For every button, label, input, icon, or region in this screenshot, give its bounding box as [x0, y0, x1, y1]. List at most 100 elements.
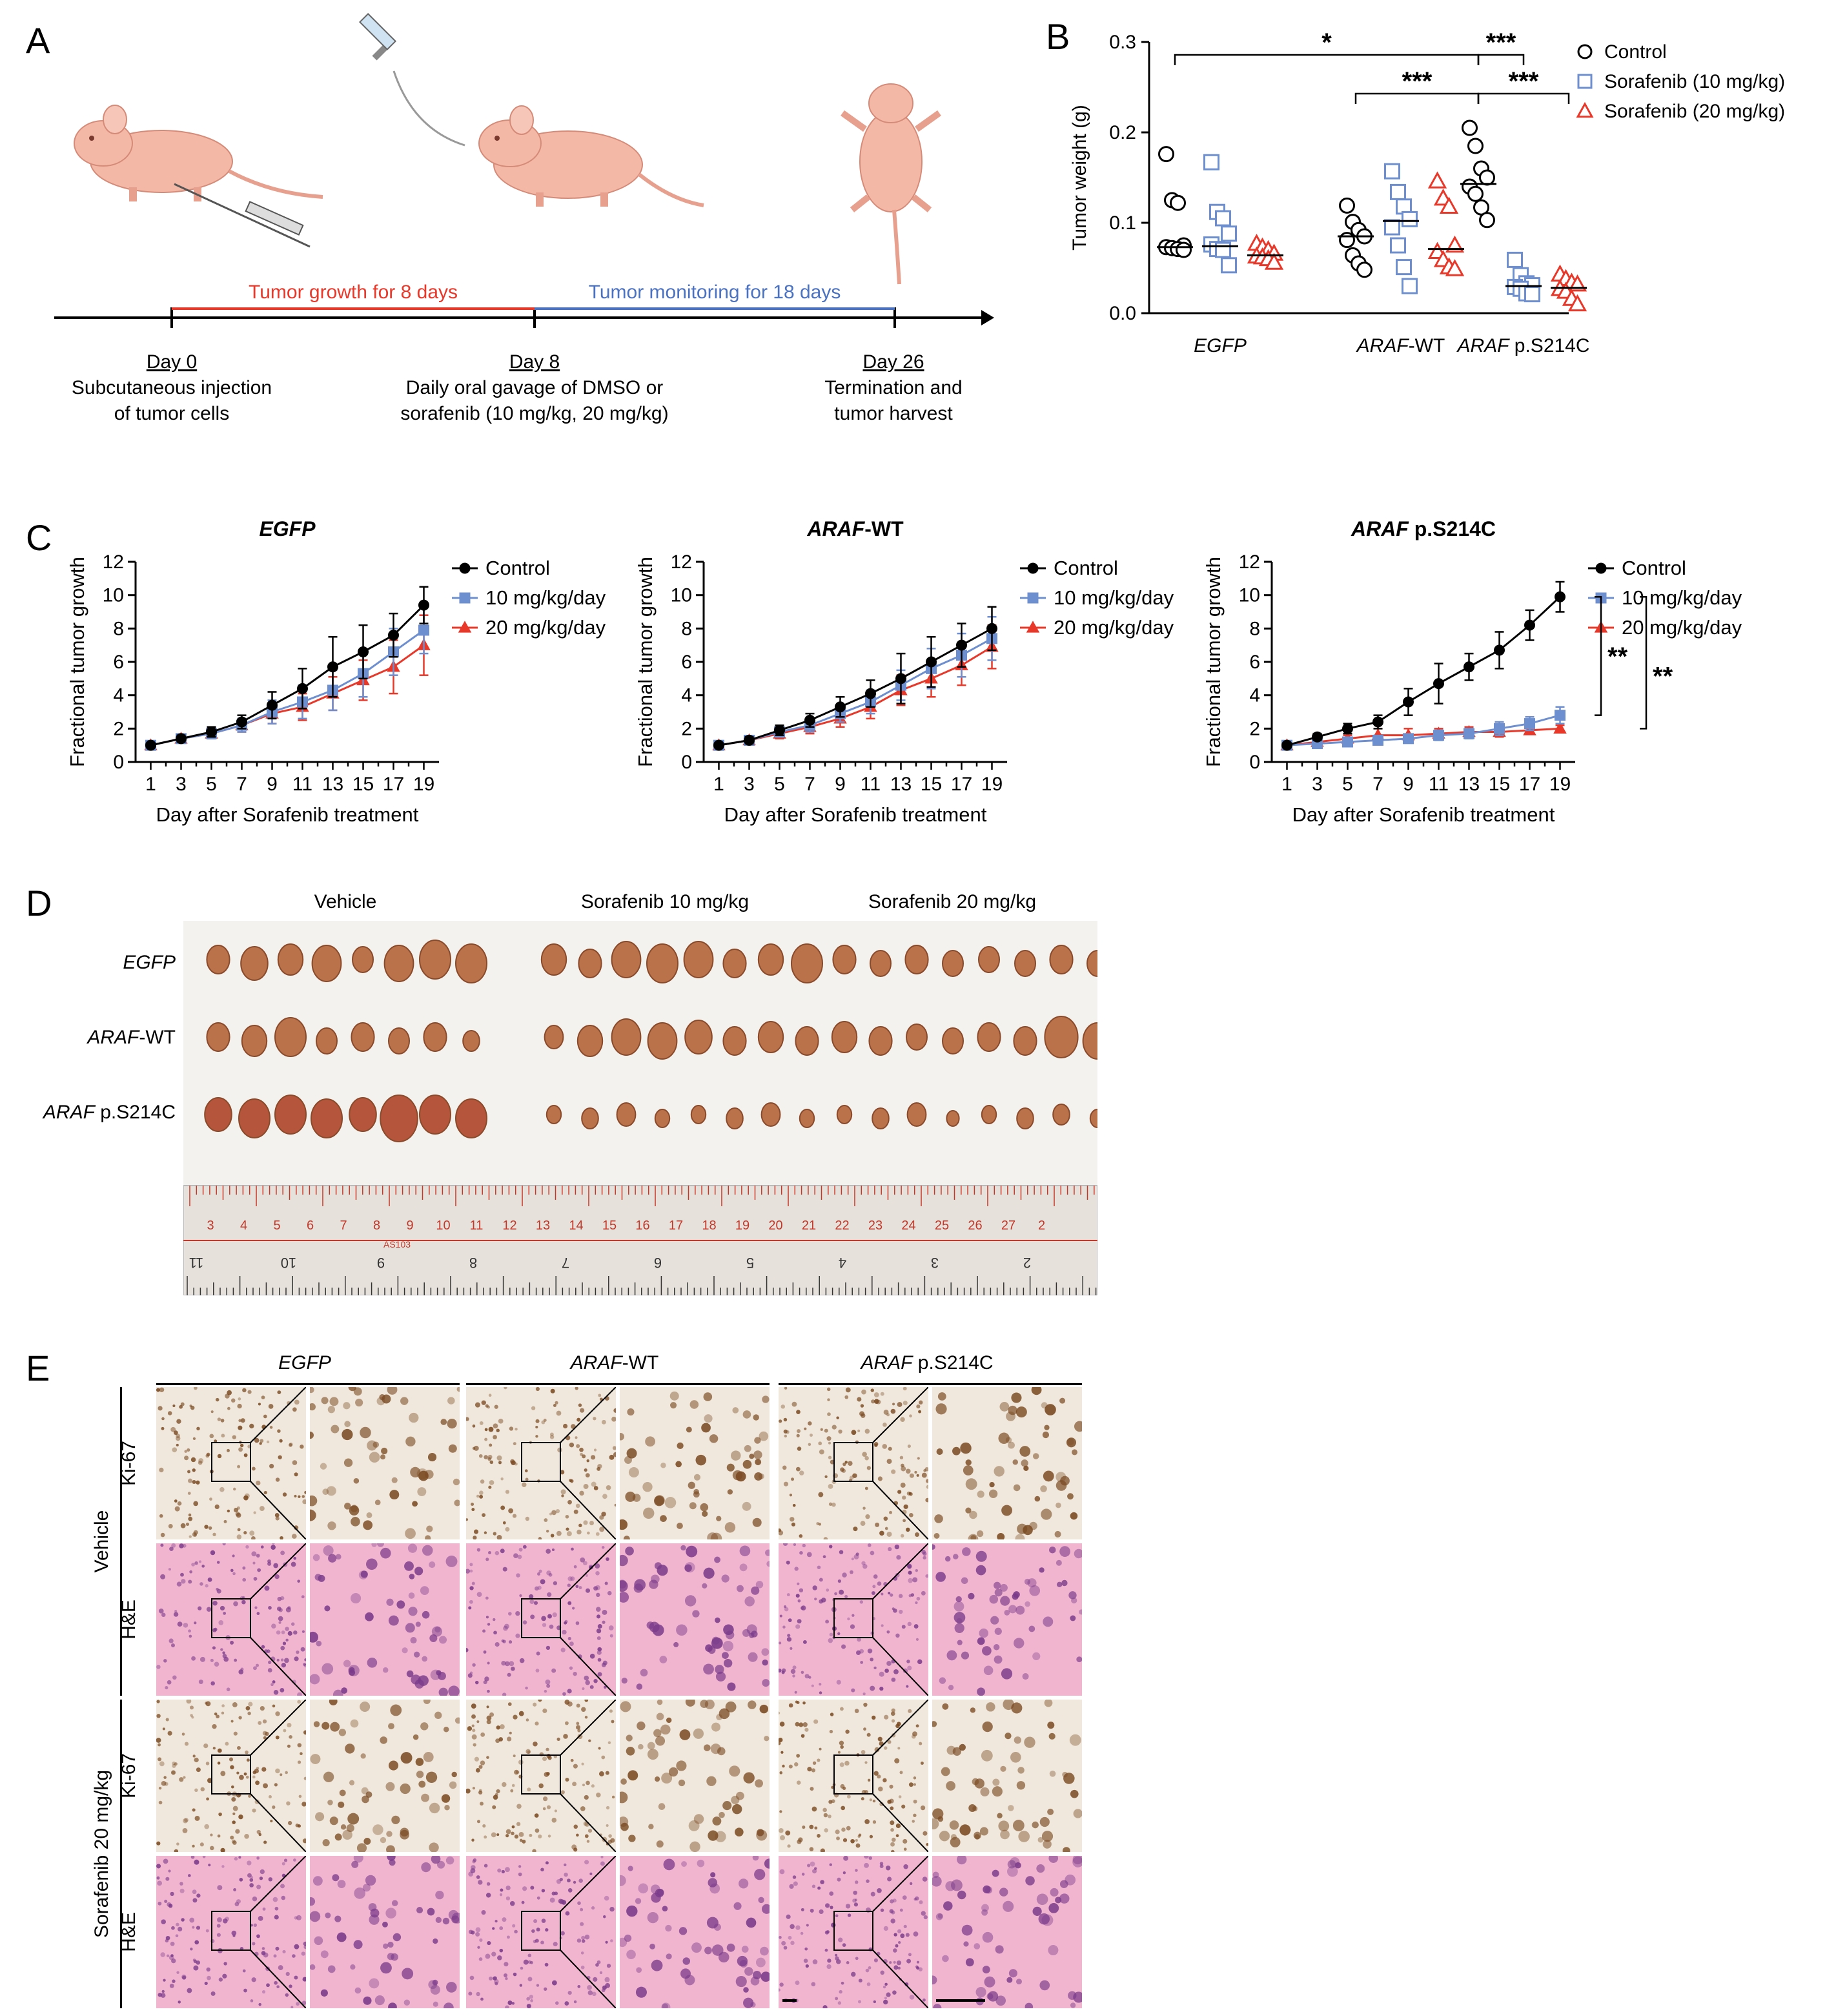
cell-nucleus — [489, 1460, 494, 1465]
data-point — [1427, 171, 1447, 189]
cell-nucleus — [194, 1621, 197, 1625]
tumor-specimen — [760, 1102, 781, 1127]
zoom-box — [833, 1442, 873, 1482]
cell-nucleus — [890, 1899, 894, 1904]
cell-nucleus — [881, 1592, 884, 1596]
cell-nucleus — [593, 1417, 597, 1421]
cell-nucleus — [710, 1872, 716, 1878]
cell-nucleus — [842, 1871, 846, 1875]
cell-nucleus — [372, 1441, 380, 1448]
cell-nucleus — [851, 1558, 854, 1561]
cell-nucleus — [673, 1641, 679, 1647]
x-tick-label: 9 — [835, 774, 846, 795]
cell-nucleus — [504, 1387, 507, 1390]
cell-nucleus — [735, 1827, 744, 1836]
cell-nucleus — [514, 1835, 519, 1839]
zoom-box — [211, 1442, 251, 1482]
cell-nucleus — [217, 1417, 221, 1421]
cell-nucleus — [201, 1565, 205, 1568]
cell-nucleus — [294, 1975, 298, 1980]
cell-nucleus — [807, 1767, 812, 1772]
cell-nucleus — [810, 1861, 815, 1867]
cell-nucleus — [795, 1594, 800, 1598]
tumor-specimen — [311, 945, 342, 982]
cell-nucleus — [841, 1805, 846, 1811]
cell-nucleus — [234, 1857, 238, 1861]
cell-nucleus — [851, 1971, 856, 1977]
cell-nucleus — [655, 1736, 666, 1746]
cell-nucleus — [901, 1466, 906, 1472]
cell-nucleus — [809, 1824, 814, 1829]
cell-nucleus — [207, 1778, 212, 1784]
histology-overview-image — [156, 1700, 306, 1852]
cell-nucleus — [926, 1843, 928, 1846]
cell-nucleus — [831, 1799, 835, 1804]
cell-nucleus — [779, 1988, 780, 1992]
cell-nucleus — [164, 1899, 168, 1904]
tumor-specimen — [204, 1097, 232, 1132]
cell-nucleus — [1000, 1596, 1010, 1606]
cell-nucleus — [518, 1865, 522, 1868]
cell-nucleus — [982, 1721, 993, 1733]
cell-nucleus — [882, 1444, 888, 1449]
cell-nucleus — [560, 1470, 565, 1475]
cell-nucleus — [169, 1983, 174, 1988]
cell-nucleus — [908, 1492, 912, 1495]
histology-overview-image — [156, 1856, 306, 2008]
tumor-specimen — [683, 941, 714, 978]
y-tick-label: 4 — [681, 685, 692, 706]
tumor-specimen — [383, 945, 414, 982]
cell-nucleus — [829, 1545, 833, 1548]
cell-nucleus — [739, 1563, 748, 1572]
cell-nucleus — [1048, 1903, 1059, 1913]
cell-nucleus — [835, 1914, 839, 1918]
cell-nucleus — [739, 1878, 749, 1889]
cell-nucleus — [260, 1706, 265, 1711]
cell-nucleus — [252, 1896, 258, 1902]
cell-nucleus — [231, 1839, 236, 1844]
cell-nucleus — [906, 1660, 910, 1663]
cell-nucleus — [484, 1531, 487, 1534]
cell-nucleus — [261, 1767, 267, 1772]
cell-nucleus — [890, 1408, 896, 1414]
cell-nucleus — [866, 1466, 871, 1470]
photo-row-egfp: EGFP — [123, 952, 176, 973]
group-bracket — [120, 1387, 122, 1696]
data-point — [1372, 734, 1383, 746]
cell-nucleus — [344, 1503, 351, 1510]
cell-nucleus — [974, 1834, 980, 1840]
cell-nucleus — [1013, 1484, 1021, 1492]
cell-nucleus — [246, 1758, 250, 1762]
cell-nucleus — [662, 2003, 669, 2008]
cell-nucleus — [486, 1756, 489, 1759]
ruler-inch-label: 7 — [562, 1255, 569, 1271]
cell-nucleus — [982, 1931, 994, 1943]
cell-nucleus — [841, 1468, 846, 1473]
cell-nucleus — [327, 1406, 336, 1414]
cell-nucleus — [536, 1651, 540, 1656]
cell-nucleus — [544, 1987, 547, 1991]
cell-nucleus — [811, 1806, 817, 1812]
cell-nucleus — [847, 1617, 850, 1621]
cell-nucleus — [710, 1743, 721, 1754]
cell-nucleus — [159, 1761, 165, 1767]
tumor-specimen — [419, 1095, 451, 1135]
cell-nucleus — [758, 1897, 764, 1904]
cell-nucleus — [888, 1592, 891, 1595]
cell-nucleus — [822, 2005, 828, 2008]
cell-nucleus — [472, 1860, 476, 1864]
cell-nucleus — [678, 1927, 688, 1935]
cell-nucleus — [722, 1652, 729, 1659]
cell-nucleus — [977, 1637, 985, 1645]
cell-nucleus — [831, 1425, 837, 1430]
tumor-specimen — [388, 1027, 410, 1054]
cell-nucleus — [402, 1968, 414, 1980]
cell-nucleus — [895, 1633, 900, 1638]
cell-nucleus — [725, 1701, 737, 1713]
series-line — [150, 629, 425, 746]
data-point — [1264, 252, 1284, 270]
cell-nucleus — [575, 1585, 579, 1589]
cell-nucleus — [296, 1915, 301, 1920]
cell-nucleus — [604, 1685, 607, 1689]
cell-nucleus — [589, 1685, 594, 1689]
